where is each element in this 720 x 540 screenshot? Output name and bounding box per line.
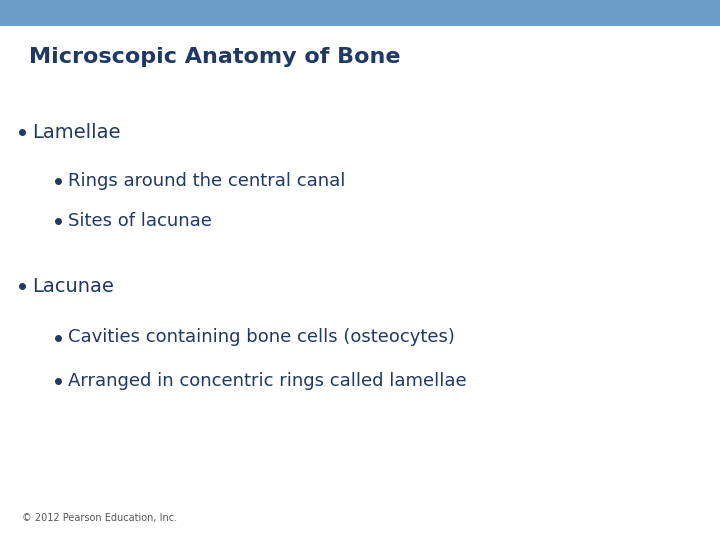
Text: Cavities containing bone cells (osteocytes): Cavities containing bone cells (osteocyt… (68, 328, 455, 347)
Text: Microscopic Anatomy of Bone: Microscopic Anatomy of Bone (29, 46, 400, 67)
Text: Arranged in concentric rings called lamellae: Arranged in concentric rings called lame… (68, 372, 467, 390)
Text: © 2012 Pearson Education, Inc.: © 2012 Pearson Education, Inc. (22, 514, 176, 523)
Text: Lamellae: Lamellae (32, 123, 121, 142)
Text: Lacunae: Lacunae (32, 276, 114, 296)
Text: Sites of lacunae: Sites of lacunae (68, 212, 212, 231)
Text: Rings around the central canal: Rings around the central canal (68, 172, 346, 190)
FancyBboxPatch shape (0, 0, 720, 26)
